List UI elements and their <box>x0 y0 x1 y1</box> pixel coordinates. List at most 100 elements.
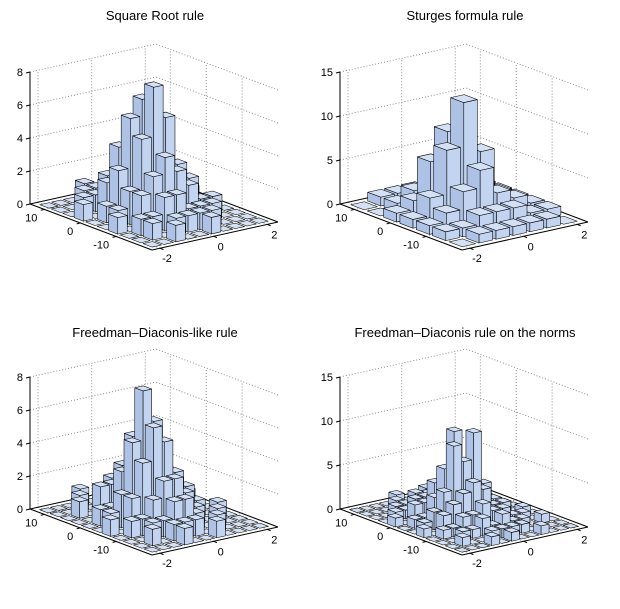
x-tick-label: 0 <box>528 241 534 253</box>
bar <box>473 542 491 549</box>
bar <box>49 511 68 518</box>
bars <box>350 94 578 248</box>
bar <box>85 219 105 226</box>
bar <box>368 514 385 521</box>
z-tick-label: 10 <box>321 111 333 123</box>
bar <box>249 217 269 224</box>
bar <box>230 515 248 521</box>
y-tick-label: 0 <box>377 226 383 238</box>
y-tick-label: 10 <box>25 212 37 224</box>
bars <box>39 81 269 248</box>
bar <box>350 201 378 210</box>
y-tick-label: 0 <box>377 531 383 543</box>
z-tick-label: 0 <box>17 199 23 211</box>
bars <box>349 426 579 553</box>
bar <box>425 536 442 542</box>
bar <box>39 507 57 514</box>
bar <box>368 503 385 509</box>
bar <box>368 509 385 515</box>
x-tick-label: -2 <box>472 253 482 265</box>
bar <box>444 543 461 549</box>
bar <box>131 236 151 244</box>
bar <box>50 206 71 213</box>
z-tick-label: 4 <box>17 438 23 450</box>
subplot-freedman-diaconis-like-rule: Freedman–Diaconis-like rule -2 0 2 -10 0 10 0 2… <box>0 305 310 609</box>
bar <box>553 519 570 525</box>
bar <box>533 509 550 524</box>
bar <box>154 544 172 551</box>
bar <box>240 518 259 525</box>
bar <box>143 546 162 553</box>
bar <box>523 531 540 538</box>
x-tick-label: 0 <box>218 546 224 558</box>
bar <box>112 535 130 541</box>
bar <box>465 226 493 244</box>
bar <box>358 511 375 517</box>
bar <box>122 538 141 545</box>
y-tick-label: 10 <box>25 517 37 529</box>
bar <box>464 545 481 551</box>
chart-title: Freedman–Diaconis rule on the norms <box>354 325 576 340</box>
x-tick-label: 0 <box>218 241 224 253</box>
bar <box>240 525 258 531</box>
bar <box>237 213 258 220</box>
bar <box>142 241 162 248</box>
x-tick-label: 2 <box>581 229 587 241</box>
z-tick-label: 10 <box>321 416 333 428</box>
x-tick-label: -2 <box>162 253 172 265</box>
z-tick-label: 0 <box>327 199 333 211</box>
bar <box>143 217 163 241</box>
y-tick-label: 0 <box>67 226 73 238</box>
bar <box>190 230 210 237</box>
y-tick-label: 10 <box>335 517 347 529</box>
bar <box>396 525 413 531</box>
bar <box>226 208 246 216</box>
chart-title: Freedman–Diaconis-like rule <box>72 325 238 340</box>
bar <box>416 524 433 539</box>
bar <box>562 523 579 529</box>
z-tick-label: 5 <box>327 155 333 167</box>
chart-title: Square Root rule <box>105 8 205 23</box>
bar <box>225 215 246 222</box>
bar <box>432 223 460 241</box>
x-tick-label: 0 <box>528 546 534 558</box>
bar <box>552 525 570 531</box>
bar <box>123 516 141 539</box>
x-tick-label: -2 <box>472 558 482 570</box>
z-tick-label: 15 <box>321 372 333 384</box>
z-tick-label: 8 <box>17 372 23 384</box>
bar <box>229 527 248 534</box>
bar <box>175 523 194 546</box>
bar <box>143 523 162 547</box>
subplot-freedman-diaconis-norms-rule: Freedman–Diaconis rule on the norms -2 0 2… <box>310 305 620 609</box>
subplot-sturges-rule: Sturges formula rule -2 0 2 -10 0 10 0 5 10 15 <box>310 0 620 304</box>
x-tick-label: 2 <box>581 534 587 546</box>
bar <box>60 515 78 521</box>
bar <box>165 542 183 548</box>
bar <box>197 534 215 541</box>
z-tick-label: 8 <box>17 67 23 79</box>
bar <box>201 211 222 235</box>
z-tick-label: 6 <box>17 100 23 112</box>
bar <box>133 542 151 549</box>
bar <box>358 505 376 511</box>
bar <box>533 520 550 535</box>
bar <box>80 523 99 529</box>
bar <box>251 522 269 529</box>
bar <box>73 198 94 222</box>
y-tick-label: 10 <box>335 212 347 224</box>
bar <box>387 513 404 528</box>
y-tick-label: -10 <box>403 240 419 252</box>
bar <box>435 525 452 540</box>
bar <box>166 219 186 243</box>
y-tick-label: -10 <box>93 240 109 252</box>
bar <box>237 220 257 227</box>
bar <box>349 507 366 513</box>
